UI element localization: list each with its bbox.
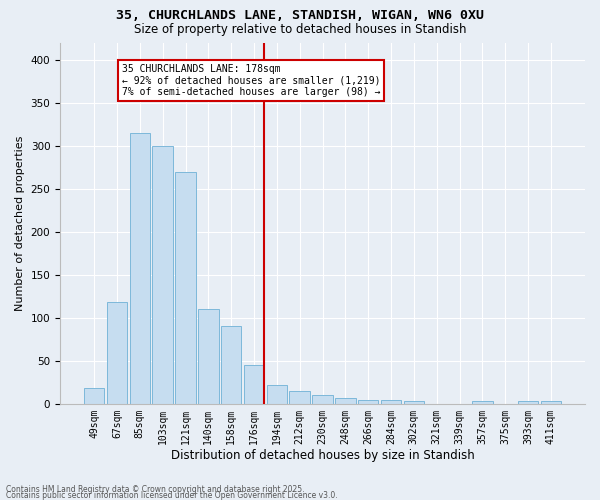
Bar — [518, 402, 538, 404]
Text: 35 CHURCHLANDS LANE: 178sqm
← 92% of detached houses are smaller (1,219)
7% of s: 35 CHURCHLANDS LANE: 178sqm ← 92% of det… — [122, 64, 380, 97]
Bar — [244, 365, 264, 404]
Bar — [541, 402, 561, 404]
Bar — [404, 402, 424, 404]
Y-axis label: Number of detached properties: Number of detached properties — [15, 136, 25, 311]
X-axis label: Distribution of detached houses by size in Standish: Distribution of detached houses by size … — [170, 450, 475, 462]
Bar — [358, 400, 379, 404]
Bar — [266, 385, 287, 404]
Bar — [289, 391, 310, 404]
Text: 35, CHURCHLANDS LANE, STANDISH, WIGAN, WN6 0XU: 35, CHURCHLANDS LANE, STANDISH, WIGAN, W… — [116, 9, 484, 22]
Bar — [175, 172, 196, 404]
Bar — [381, 400, 401, 404]
Bar — [221, 326, 241, 404]
Bar — [107, 302, 127, 404]
Bar — [130, 133, 150, 404]
Text: Contains public sector information licensed under the Open Government Licence v3: Contains public sector information licen… — [6, 490, 338, 500]
Bar — [84, 388, 104, 404]
Text: Contains HM Land Registry data © Crown copyright and database right 2025.: Contains HM Land Registry data © Crown c… — [6, 484, 305, 494]
Text: Size of property relative to detached houses in Standish: Size of property relative to detached ho… — [134, 23, 466, 36]
Bar — [472, 402, 493, 404]
Bar — [152, 146, 173, 404]
Bar — [312, 395, 333, 404]
Bar — [198, 309, 218, 404]
Bar — [335, 398, 356, 404]
